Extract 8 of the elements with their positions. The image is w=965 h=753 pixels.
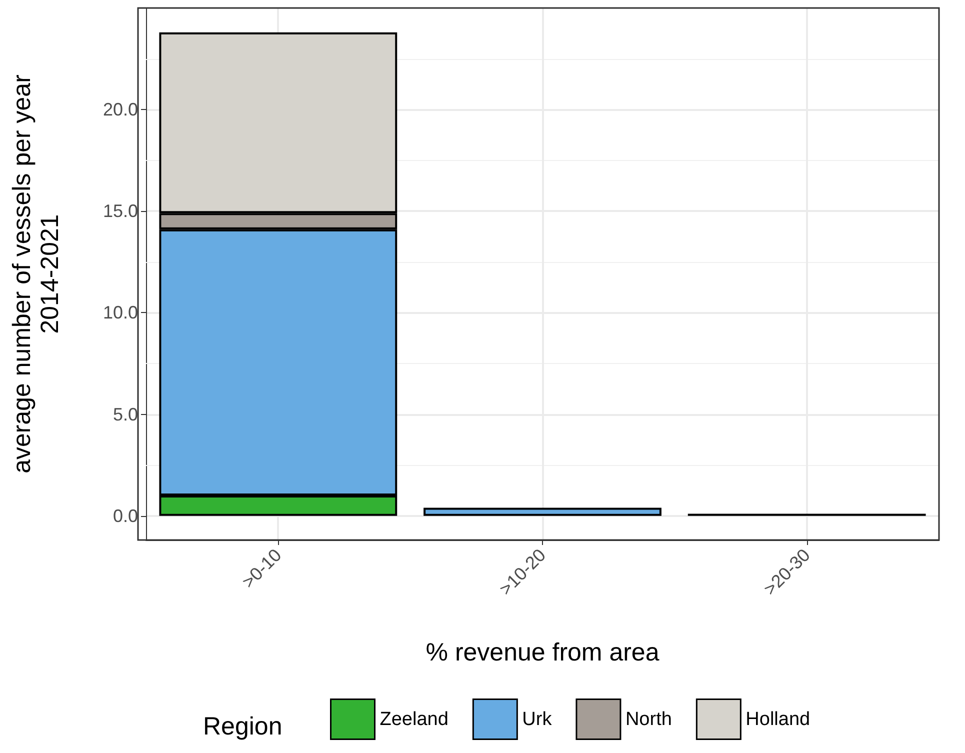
- legend-label: Urk: [522, 708, 552, 730]
- legend-label: Holland: [746, 708, 810, 730]
- legend-label: Zeeland: [380, 708, 448, 730]
- y-axis-title: average number of vessels per year 2014-2021: [8, 74, 64, 474]
- legend-title: Region: [203, 712, 282, 740]
- legend-label: North: [625, 708, 672, 730]
- x-axis-title: % revenue from area: [426, 638, 660, 666]
- bar: [424, 508, 662, 516]
